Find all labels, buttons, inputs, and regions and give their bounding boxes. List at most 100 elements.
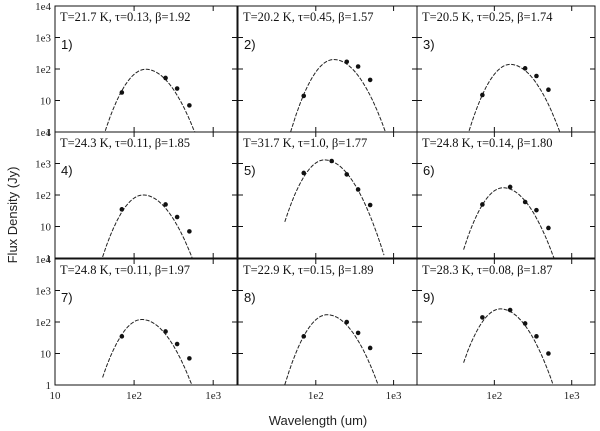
x-tick-label: 1e3 (564, 390, 580, 402)
data-point (301, 93, 307, 99)
data-point (344, 172, 350, 177)
panel-number: 3) (423, 37, 435, 52)
data-point (344, 319, 350, 325)
panel-3: T=20.5 K, τ=0.25, β=1.74 3) (416, 5, 596, 133)
data-point (187, 229, 192, 234)
y-tick-label: 1e2 (35, 190, 51, 202)
y-tick-label: 1 (46, 127, 52, 139)
panel-title: T=20.5 K, τ=0.25, β=1.74 (422, 10, 553, 24)
panel-2: T=20.2 K, τ=0.45, β=1.57 2) (237, 5, 418, 133)
panel-4: T=24.3 K, τ=0.11, β=1.85 4) (54, 131, 238, 259)
y-tick-label: 1e4 (35, 1, 51, 13)
y-tick-label: 1e3 (35, 286, 51, 298)
panel-5: T=31.7 K, τ=1.0, β=1.77 5) (237, 131, 418, 259)
y-tick-label: 1e2 (35, 64, 51, 76)
panel-1: T=21.7 K, τ=0.13, β=1.92 1) (54, 5, 238, 133)
panel-title: T=24.3 K, τ=0.11, β=1.85 (60, 136, 190, 150)
data-point (163, 75, 168, 81)
sed-fit-curve (290, 58, 386, 133)
panel-frame (416, 258, 596, 386)
data-point (522, 321, 528, 326)
data-point (163, 329, 168, 334)
x-tick-label: 1e3 (205, 390, 221, 402)
data-point (507, 184, 513, 190)
data-point (546, 351, 551, 356)
y-tick-label: 10 (40, 349, 52, 361)
data-point (367, 77, 373, 83)
panel-number: 1) (61, 37, 73, 52)
sed-fit-curve (284, 159, 385, 256)
panel-number: 6) (423, 163, 435, 178)
data-point (480, 92, 485, 98)
data-point (119, 334, 125, 339)
x-tick-label: 1e2 (126, 390, 142, 402)
panel-number: 8) (244, 290, 256, 305)
data-point (187, 356, 192, 361)
data-point (480, 202, 485, 207)
panel-frame (237, 131, 418, 259)
panel-number: 4) (61, 163, 73, 178)
x-tick-label: 1e2 (486, 390, 502, 402)
panel-title: T=21.7 K, τ=0.13, β=1.92 (60, 10, 190, 24)
sed-fit-curve (104, 68, 196, 133)
y-tick-label: 1e4 (35, 127, 51, 139)
panel-title: T=22.9 K, τ=0.15, β=1.89 (243, 263, 373, 277)
panel-title: T=31.7 K, τ=1.0, β=1.77 (243, 136, 367, 150)
sed-fit-curve (102, 319, 193, 386)
panel-number: 2) (244, 37, 256, 52)
panel-7: T=24.8 K, τ=0.11, β=1.97 7) (54, 258, 238, 386)
panel-6: T=24.8 K, τ=0.14, β=1.80 6) (416, 131, 596, 259)
y-axis-label: Flux Density (Jy) (5, 167, 20, 264)
panel-number: 5) (244, 163, 256, 178)
data-point (301, 334, 307, 339)
panel-8: T=22.9 K, τ=0.15, β=1.89 8) (237, 258, 418, 386)
data-point (355, 64, 361, 69)
data-point (174, 341, 180, 347)
y-tick-label: 1 (46, 380, 52, 392)
data-point (522, 66, 528, 71)
data-point (355, 330, 361, 336)
panel-title: T=28.3 K, τ=0.08, β=1.87 (422, 263, 552, 277)
x-tick-label: 1e2 (308, 390, 324, 402)
sed-fit-curve (284, 314, 380, 386)
data-point (367, 345, 373, 351)
y-tick-label: 1e3 (35, 33, 51, 45)
data-point (174, 214, 180, 220)
data-point (329, 158, 334, 164)
sed-fit-curve (102, 194, 193, 259)
sed-fit-curve (463, 308, 554, 384)
data-point (355, 187, 361, 192)
data-point (174, 86, 180, 91)
panel-9: T=28.3 K, τ=0.08, β=1.87 9) (416, 258, 596, 386)
y-tick-label: 10 (40, 96, 52, 108)
data-point (546, 225, 551, 231)
sed-fit-curve (463, 187, 555, 259)
panel-title: T=24.8 K, τ=0.14, β=1.80 (422, 136, 552, 150)
data-point (522, 199, 528, 205)
y-tick-label: 1 (46, 253, 52, 265)
data-point (534, 207, 539, 213)
y-tick-label: 1e2 (35, 317, 51, 329)
data-point (344, 59, 350, 65)
panel-title: T=24.8 K, τ=0.11, β=1.97 (60, 263, 190, 277)
y-tick-label: 1e4 (35, 254, 51, 266)
data-point (534, 334, 539, 339)
panel-frame (237, 258, 418, 386)
panel-title: T=20.2 K, τ=0.45, β=1.57 (243, 10, 373, 24)
panel-number: 9) (423, 290, 435, 305)
panel-frame (237, 5, 418, 133)
data-point (534, 73, 539, 79)
sed-fit-curve (468, 63, 561, 132)
panel-frame (416, 131, 596, 259)
x-axis-label: Wavelength (um) (269, 413, 368, 428)
y-tick-label: 1e3 (35, 159, 51, 171)
x-tick-label: 10 (50, 390, 62, 402)
data-point (119, 90, 125, 95)
panels-layer: T=21.7 K, τ=0.13, β=1.92 1) T=20.2 K, τ=0.… (54, 5, 596, 386)
panel-number: 7) (61, 290, 73, 305)
data-point (507, 307, 513, 313)
data-point (480, 315, 485, 320)
data-point (119, 207, 125, 212)
